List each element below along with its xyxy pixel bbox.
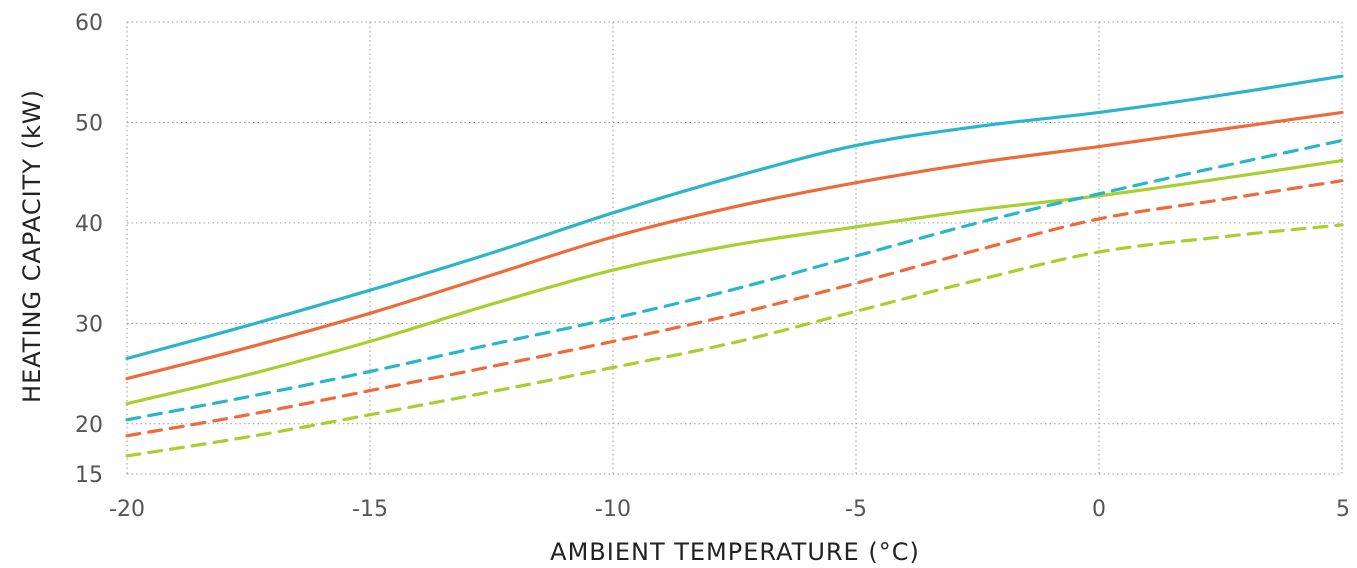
series-line-3-dashed bbox=[125, 138, 1344, 422]
series-line-5-dashed bbox=[125, 223, 1344, 458]
x-tick-label: -5 bbox=[845, 497, 867, 522]
x-axis-title: AMBIENT TEMPERATURE (°C) bbox=[550, 538, 920, 566]
series-line-0-solid bbox=[125, 74, 1344, 361]
y-tick-label: 15 bbox=[75, 463, 103, 488]
y-tick-label: 60 bbox=[75, 11, 103, 36]
x-tick-label: -20 bbox=[109, 497, 145, 522]
y-tick-label: 30 bbox=[75, 312, 103, 337]
grid bbox=[126, 21, 1343, 475]
x-tick-label: -15 bbox=[352, 497, 388, 522]
x-tick-label: 0 bbox=[1092, 497, 1106, 522]
series-line-1-solid bbox=[125, 110, 1344, 381]
series-line-2-solid bbox=[125, 159, 1344, 406]
y-tick-label: 50 bbox=[75, 111, 103, 136]
y-axis-title: HEATING CAPACITY (kW) bbox=[18, 89, 46, 403]
y-tick-label: 40 bbox=[75, 212, 103, 237]
y-axis-ticks: 15 20 30 40 50 60 bbox=[75, 11, 103, 488]
y-tick-label: 20 bbox=[75, 413, 103, 438]
series-layer bbox=[125, 74, 1344, 458]
series-line-4-dashed bbox=[125, 179, 1344, 438]
x-axis-ticks: -20 -15 -10 -5 0 5 bbox=[109, 497, 1350, 522]
x-tick-label: -10 bbox=[595, 497, 631, 522]
x-tick-label: 5 bbox=[1336, 497, 1350, 522]
